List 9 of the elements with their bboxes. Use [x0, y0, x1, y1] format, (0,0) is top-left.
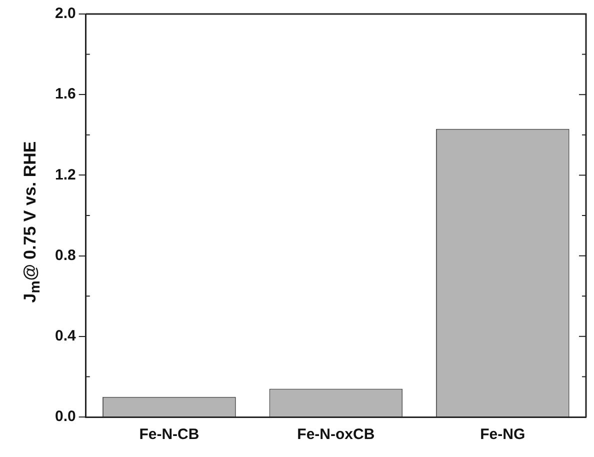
y-tick-label: 1.2	[54, 166, 76, 184]
y-tick-label: 0.8	[54, 246, 76, 264]
y-tick-label: 2.0	[54, 5, 76, 22]
x-tick-label: Fe-N-CB	[139, 426, 200, 444]
x-tick-label: Fe-NG	[480, 426, 526, 444]
y-tick-label: 0.4	[54, 328, 76, 345]
y-tick-label: 1.6	[54, 86, 76, 103]
y-tick-label: 0.0	[54, 408, 76, 426]
x-tick-label: Fe-N-oxCB	[297, 426, 375, 444]
